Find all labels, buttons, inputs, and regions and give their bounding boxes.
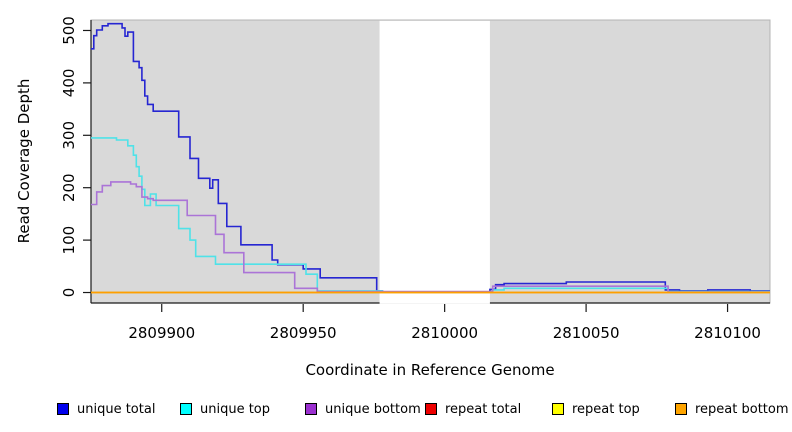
legend-item-unique-total: unique total bbox=[57, 400, 155, 418]
legend-item-repeat-total: repeat total bbox=[425, 400, 521, 418]
x-tick-label-2810050: 2810050 bbox=[553, 324, 620, 342]
legend-swatch-unique-total bbox=[57, 403, 69, 415]
legend-swatch-repeat-total bbox=[425, 403, 437, 415]
y-tick-label-100: 100 bbox=[60, 226, 78, 255]
y-tick-label-0: 0 bbox=[60, 288, 78, 298]
chart-legend: unique total unique top unique bottom repea… bbox=[0, 400, 792, 420]
legend-swatch-unique-bottom bbox=[305, 403, 317, 415]
masked-region bbox=[379, 20, 490, 304]
legend-label-repeat-bottom: repeat bottom bbox=[695, 401, 789, 417]
legend-label-repeat-total: repeat total bbox=[445, 401, 522, 417]
y-tick-label-400: 400 bbox=[60, 69, 78, 98]
x-axis-title: Coordinate in Reference Genome bbox=[305, 361, 555, 379]
legend-item-unique-top: unique top bbox=[180, 400, 270, 418]
legend-label-unique-total: unique total bbox=[77, 401, 156, 417]
x-tick-label-2809900: 2809900 bbox=[128, 324, 195, 342]
series-line-unique-bottom bbox=[91, 181, 770, 293]
y-tick-label-300: 300 bbox=[60, 121, 78, 150]
series-line-unique-total bbox=[91, 22, 770, 293]
y-tick-label-200: 200 bbox=[60, 173, 78, 202]
x-tick-label-2809950: 2809950 bbox=[270, 324, 337, 342]
legend-item-repeat-top: repeat top bbox=[552, 400, 640, 418]
legend-item-repeat-bottom: repeat bottom bbox=[675, 400, 789, 418]
y-axis-title: Read Coverage Depth bbox=[15, 78, 33, 244]
legend-item-unique-bottom: unique bottom bbox=[305, 400, 421, 418]
x-tick-label-2810000: 2810000 bbox=[411, 324, 478, 342]
y-tick-label-500: 500 bbox=[60, 16, 78, 45]
legend-label-unique-top: unique top bbox=[200, 401, 271, 417]
legend-swatch-repeat-bottom bbox=[675, 403, 687, 415]
legend-label-unique-bottom: unique bottom bbox=[325, 401, 421, 417]
legend-label-repeat-top: repeat top bbox=[572, 401, 640, 417]
legend-swatch-unique-top bbox=[180, 403, 192, 415]
x-tick-label-2810100: 2810100 bbox=[694, 324, 761, 342]
legend-swatch-repeat-top bbox=[552, 403, 564, 415]
